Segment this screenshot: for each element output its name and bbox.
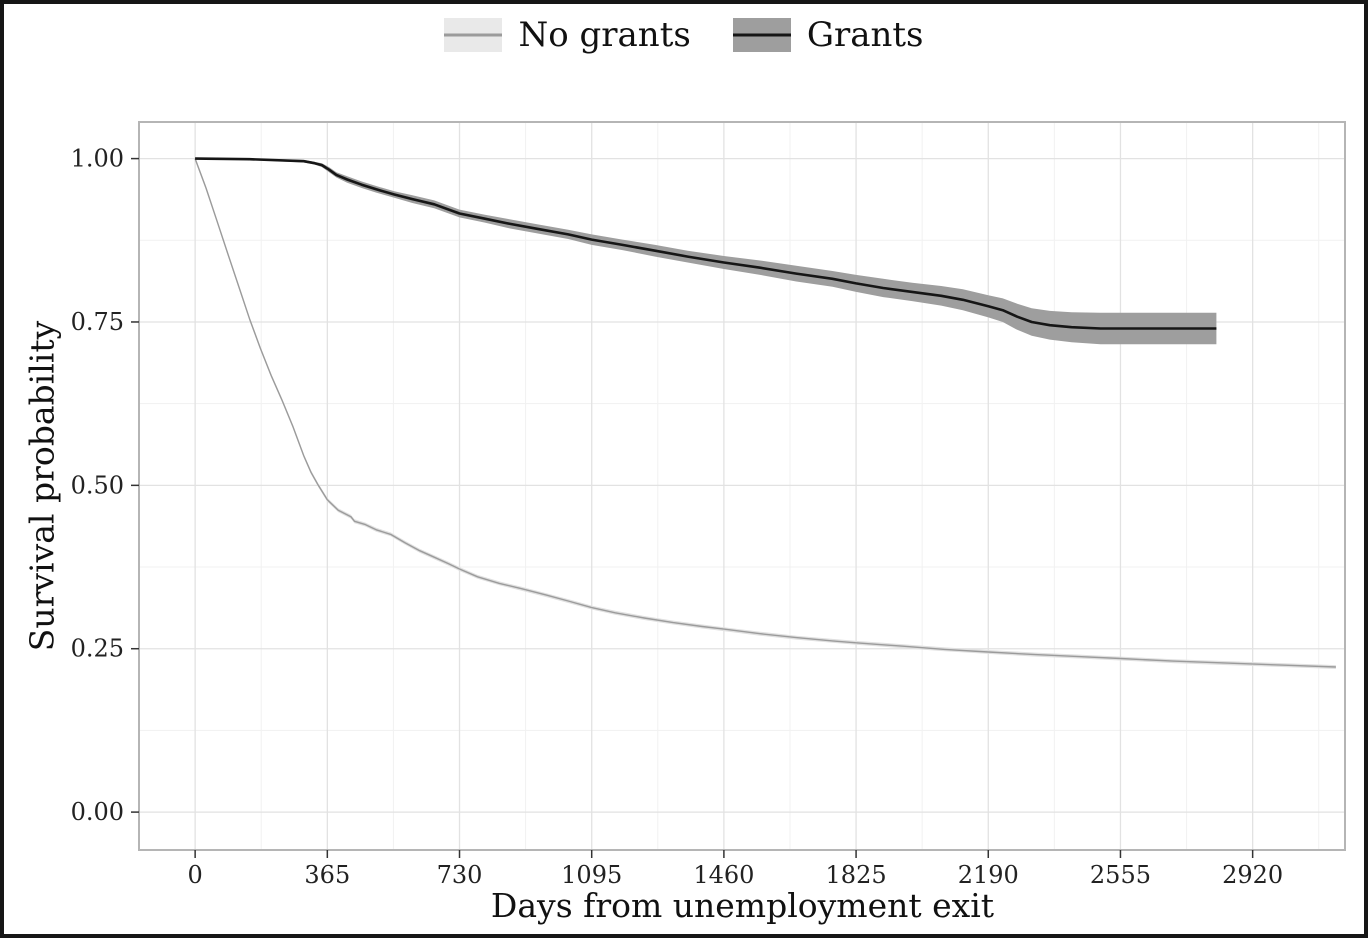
legend-item-grants: Grants — [732, 15, 924, 55]
svg-text:1460: 1460 — [693, 861, 754, 889]
svg-text:0.75: 0.75 — [71, 308, 124, 336]
svg-text:0.25: 0.25 — [71, 635, 124, 663]
svg-text:2555: 2555 — [1090, 861, 1151, 889]
survival-plot: 0 365 730 1095 1460 1825 2190 2555 2920 0.00 0.25 0… — [71, 121, 1346, 889]
legend-label-grants: Grants — [806, 15, 924, 55]
legend-swatch-no-grants — [444, 18, 503, 52]
legend-label-no-grants: No grants — [518, 15, 691, 55]
chart-legend: No grants Grants — [4, 18, 1364, 52]
svg-text:2920: 2920 — [1222, 861, 1283, 889]
svg-text:0.50: 0.50 — [71, 471, 124, 499]
y-axis-title: Survival probability — [22, 320, 62, 652]
legend-item-no-grants: No grants — [444, 15, 691, 55]
svg-text:1825: 1825 — [826, 861, 887, 889]
svg-text:365: 365 — [304, 861, 350, 889]
svg-text:0: 0 — [187, 861, 202, 889]
svg-text:1095: 1095 — [561, 861, 622, 889]
legend-swatch-line-grants — [732, 33, 791, 37]
svg-text:1.00: 1.00 — [71, 145, 124, 173]
legend-swatch-line-no-grants — [444, 33, 503, 37]
x-axis-title: Days from unemployment exit — [490, 886, 995, 925]
svg-text:2190: 2190 — [958, 861, 1019, 889]
svg-text:0.00: 0.00 — [71, 798, 124, 826]
svg-text:730: 730 — [437, 861, 483, 889]
legend-swatch-grants — [732, 18, 791, 52]
